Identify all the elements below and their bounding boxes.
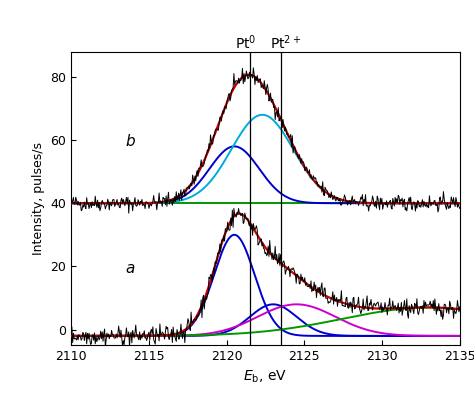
X-axis label: $E_{\mathrm{b}}$, eV: $E_{\mathrm{b}}$, eV	[244, 369, 287, 385]
Text: Pt$^{2+}$: Pt$^{2+}$	[270, 33, 301, 52]
Text: b: b	[126, 134, 135, 149]
Text: a: a	[126, 261, 135, 276]
Text: Pt$^0$: Pt$^0$	[235, 33, 256, 52]
Y-axis label: Intensity, pulses/s: Intensity, pulses/s	[32, 142, 45, 255]
